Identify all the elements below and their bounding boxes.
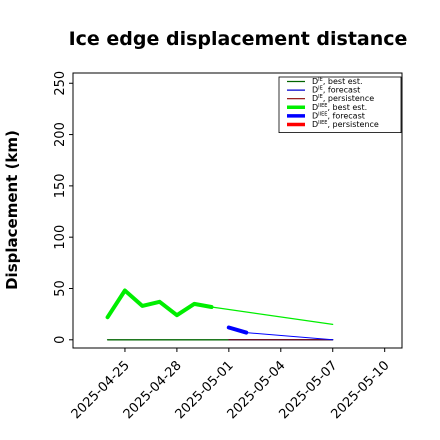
legend-entry: DIIEE, forecast bbox=[312, 111, 365, 120]
y-axis-label: Displacement (km) bbox=[3, 130, 21, 290]
x-ticks: 2025-04-252025-04-282025-05-012025-05-04… bbox=[69, 348, 393, 422]
y-ticks: 0 50 100 150 200 250 bbox=[53, 71, 73, 344]
legend-entry: DIE, forecast bbox=[312, 86, 360, 95]
series-line-6 bbox=[210, 306, 334, 325]
y-tick-label: 200 bbox=[53, 122, 68, 147]
y-tick-label: 100 bbox=[53, 225, 68, 250]
chart-title: Ice edge displacement distance bbox=[69, 28, 408, 50]
plot-area bbox=[72, 72, 403, 349]
y-tick-label: 50 bbox=[53, 280, 68, 297]
series-line-3 bbox=[105, 288, 214, 320]
series-layer bbox=[105, 288, 334, 341]
legend-entry: DIE, persistence bbox=[312, 94, 374, 103]
legend-box bbox=[278, 76, 402, 133]
series-line-4 bbox=[226, 325, 249, 335]
y-tick-label: 250 bbox=[53, 71, 68, 96]
legend-entry: DIE, best est. bbox=[312, 77, 363, 86]
series-line-7 bbox=[245, 332, 334, 341]
y-tick-label: 0 bbox=[53, 336, 68, 344]
legend-entry: DIIEE, best est. bbox=[312, 103, 367, 112]
legend-entry: DIIEE, persistence bbox=[312, 120, 379, 129]
y-tick-label: 150 bbox=[53, 173, 68, 198]
